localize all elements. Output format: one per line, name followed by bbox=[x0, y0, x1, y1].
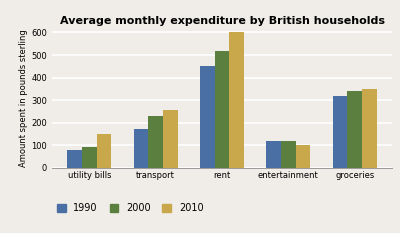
Bar bbox=[68, 150, 82, 168]
Bar bbox=[333, 96, 347, 168]
Bar bbox=[200, 66, 215, 168]
Bar bbox=[97, 134, 111, 168]
Title: Average monthly expenditure by British households: Average monthly expenditure by British h… bbox=[60, 16, 384, 26]
Bar bbox=[296, 145, 310, 168]
Legend: 1990, 2000, 2010: 1990, 2000, 2010 bbox=[57, 203, 204, 213]
Bar bbox=[134, 129, 148, 168]
Bar bbox=[347, 91, 362, 168]
Bar bbox=[163, 110, 178, 168]
Bar bbox=[362, 89, 376, 168]
Bar bbox=[266, 141, 281, 168]
Bar bbox=[82, 147, 97, 168]
Bar bbox=[281, 141, 296, 168]
Y-axis label: Amount spent in pounds sterling: Amount spent in pounds sterling bbox=[20, 29, 28, 167]
Bar bbox=[229, 32, 244, 168]
Bar bbox=[215, 51, 229, 168]
Bar bbox=[148, 116, 163, 168]
